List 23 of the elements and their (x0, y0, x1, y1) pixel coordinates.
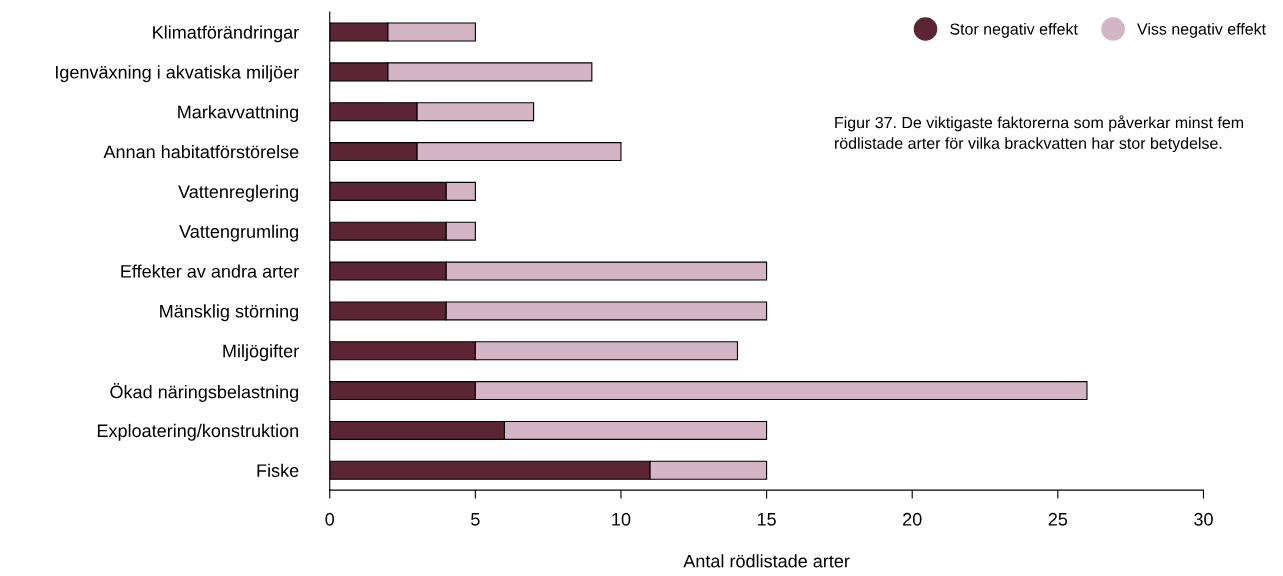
y-tick-label: Annan habitatförstörelse (103, 144, 299, 159)
y-tick-label: Vattenreglering (178, 184, 299, 202)
y-tick-label: Klimatförändringar (153, 25, 299, 43)
y-tick-label: Vattengrumling (179, 224, 299, 242)
y-tick-label: Ökad näringsbelastning (110, 383, 299, 402)
annotation: Figur 37. De viktigaste faktorerna som påverkar minst fem rödlistade arter för vilka brackvatten har stor betydelse. (835, 115, 1243, 153)
legend-label: Stor negativ effekt (950, 23, 1078, 38)
legend-label: Viss negativ effekt (1137, 23, 1266, 38)
x-tick-label: 25 (1048, 512, 1068, 526)
y-tick-label: Fiske (257, 463, 299, 477)
y-tick-label: Mänsklig störning (160, 304, 299, 322)
y-tick-label: Igenväxning i akvatiska miljöer (55, 65, 299, 83)
x-axis-title: Antal rödlistade arter (683, 554, 850, 568)
x-tick-label: 15 (757, 513, 776, 526)
x-tick-label: 0 (325, 512, 335, 526)
x-tick-label: 5 (471, 513, 480, 526)
x-tick-label: 10 (612, 512, 631, 526)
y-tick-label: Effekter av andra arter (121, 264, 299, 278)
x-tick-label: 20 (903, 512, 922, 526)
y-tick-label: Markavvattning (178, 105, 299, 122)
x-tick-label: 30 (1194, 512, 1213, 526)
y-tick-label: Miljögifter (223, 344, 299, 362)
y-tick-label: Exploatering/konstruktion (97, 423, 299, 441)
